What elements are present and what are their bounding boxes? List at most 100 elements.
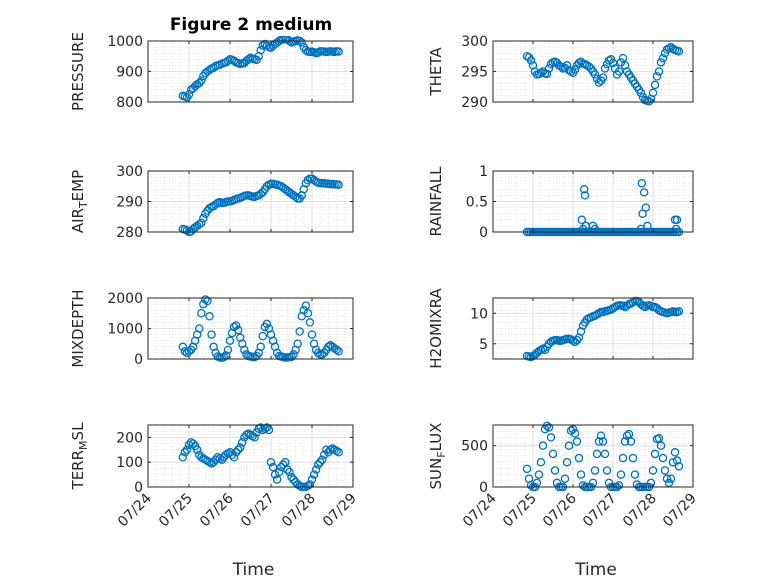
data-point <box>536 457 546 467</box>
data-point <box>636 88 646 98</box>
data-point <box>303 175 313 185</box>
data-point <box>668 457 678 467</box>
y-tick-label: 800 <box>116 95 143 111</box>
data-point <box>638 209 647 218</box>
axes-box <box>492 297 694 360</box>
data-point <box>636 224 646 234</box>
data-point <box>654 67 664 76</box>
y-tick-label: 280 <box>116 225 143 241</box>
x-tick-label: 07/24 <box>460 490 500 530</box>
data-point <box>596 431 606 440</box>
data-point <box>572 335 582 345</box>
data-point <box>289 350 298 359</box>
y-tick-label: 290 <box>461 95 488 111</box>
data-point <box>650 449 660 459</box>
data-point <box>225 336 235 345</box>
y-axis-label-main: MIXDEPTH <box>69 289 87 367</box>
series-markers <box>522 296 684 362</box>
x-tick-label: 07/28 <box>620 491 660 531</box>
data-point <box>608 58 618 68</box>
data-point <box>628 298 638 307</box>
data-point <box>182 445 192 455</box>
data-point <box>534 470 544 479</box>
y-tick-label: 300 <box>461 34 488 50</box>
data-point <box>594 308 604 318</box>
data-point <box>588 478 598 488</box>
data-point <box>217 455 227 464</box>
data-point <box>628 453 638 463</box>
data-point <box>576 470 586 479</box>
y-tick-label: 1000 <box>107 322 143 338</box>
data-point <box>566 67 576 76</box>
y-tick-label: 1 <box>479 164 488 180</box>
data-point <box>652 72 662 81</box>
data-point <box>616 470 626 479</box>
y-axis-label-rest: SL <box>69 422 87 441</box>
data-point <box>672 456 682 465</box>
data-point <box>207 330 216 339</box>
y-axis-label: SUNFLUX <box>427 423 448 490</box>
data-point <box>334 47 343 56</box>
data-point <box>233 325 243 335</box>
data-point <box>672 215 682 225</box>
x-axis-label: Time <box>574 560 617 580</box>
data-point <box>194 324 204 333</box>
data-point <box>311 465 321 474</box>
x-tick-label: 07/27 <box>238 491 278 531</box>
data-point <box>660 466 670 475</box>
data-point <box>238 438 247 447</box>
data-point <box>303 308 313 318</box>
data-point <box>548 449 558 459</box>
data-point <box>270 470 280 479</box>
data-point <box>637 178 647 188</box>
data-point <box>307 330 317 339</box>
data-point <box>522 464 532 474</box>
data-point <box>334 347 343 356</box>
y-axis-label-sub: T <box>77 201 90 209</box>
y-axis-label-rest: EMP <box>69 170 87 201</box>
data-point <box>666 474 676 483</box>
data-point <box>662 474 672 483</box>
axes-box <box>492 424 694 488</box>
data-point <box>598 437 608 446</box>
data-point <box>264 425 274 435</box>
data-point <box>600 64 610 73</box>
y-tick-label: 0.5 <box>466 195 488 211</box>
data-point <box>614 481 624 490</box>
data-point <box>562 457 572 467</box>
data-point <box>624 429 634 439</box>
data-point <box>324 342 333 352</box>
data-point <box>580 191 590 200</box>
data-point <box>658 53 668 63</box>
data-point <box>646 478 656 488</box>
data-point <box>538 344 548 353</box>
y-axis-label-rest: LUX <box>427 423 445 452</box>
data-point <box>320 450 329 460</box>
y-axis-label: H2OMIXRA <box>427 288 445 369</box>
y-axis-label: MIXDEPTH <box>69 289 87 367</box>
data-point <box>258 331 268 341</box>
subplot-6: 07/24 07/25 07/26 07/27 07/28 07/29 0 100 200 TER… <box>69 422 360 580</box>
data-point <box>272 475 282 484</box>
figure-title: Figure 2 medium <box>170 15 332 35</box>
data-point <box>197 308 206 318</box>
x-axis-label: Time <box>232 560 275 580</box>
y-axis-label: TERRMSL <box>69 422 90 491</box>
data-point <box>309 470 319 479</box>
data-point <box>182 226 192 235</box>
subplot-1: 290 295 300 THETA <box>427 34 694 111</box>
y-tick-label: 500 <box>461 439 488 455</box>
data-point <box>670 448 680 457</box>
data-point <box>648 88 658 98</box>
y-axis-label-main: TERR <box>69 450 87 491</box>
data-point <box>184 90 194 99</box>
data-point <box>188 439 198 448</box>
data-point <box>574 58 584 68</box>
data-point <box>203 296 212 306</box>
data-point <box>256 45 265 55</box>
y-axis-label-main: THETA <box>427 47 445 97</box>
y-axis-label-main: RAINFALL <box>427 166 445 237</box>
data-point <box>590 466 600 475</box>
x-tick-label: 07/25 <box>156 491 196 531</box>
data-point <box>526 56 536 65</box>
